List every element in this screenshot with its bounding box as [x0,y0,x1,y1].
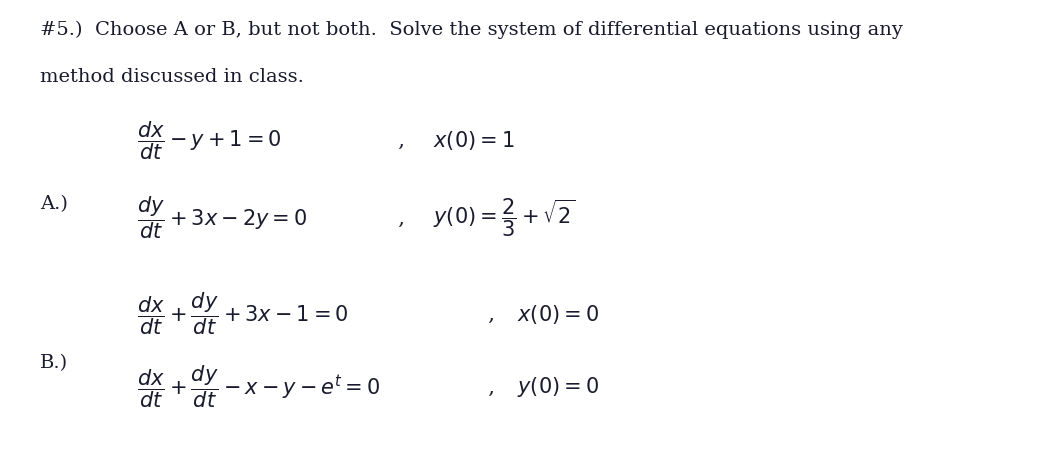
Text: $\dfrac{dx}{dt}-y+1=0$: $\dfrac{dx}{dt}-y+1=0$ [137,120,282,162]
Text: #5.)  Choose A or B, but not both.  Solve the system of differential equations u: #5.) Choose A or B, but not both. Solve … [40,21,903,39]
Text: $\dfrac{dy}{dt}+3x-2y=0$: $\dfrac{dy}{dt}+3x-2y=0$ [137,195,307,242]
Text: ,: , [475,305,495,324]
Text: $\dfrac{dx}{dt}+\dfrac{dy}{dt}-x-y-e^{t}=0$: $\dfrac{dx}{dt}+\dfrac{dy}{dt}-x-y-e^{t}… [137,363,381,410]
Text: $x(0)=0$: $x(0)=0$ [517,303,599,326]
Text: method discussed in class.: method discussed in class. [40,68,304,86]
Text: ,: , [475,378,495,396]
Text: ,: , [385,131,405,150]
Text: $y(0)=\dfrac{2}{3}+\sqrt{2}$: $y(0)=\dfrac{2}{3}+\sqrt{2}$ [433,197,575,239]
Text: $\dfrac{dx}{dt}+\dfrac{dy}{dt}+3x-1=0$: $\dfrac{dx}{dt}+\dfrac{dy}{dt}+3x-1=0$ [137,291,349,338]
Text: B.): B.) [40,355,69,372]
Text: ,: , [385,209,405,227]
Text: $x(0)=1$: $x(0)=1$ [433,129,514,152]
Text: A.): A.) [40,195,68,213]
Text: $y(0)=0$: $y(0)=0$ [517,375,599,399]
